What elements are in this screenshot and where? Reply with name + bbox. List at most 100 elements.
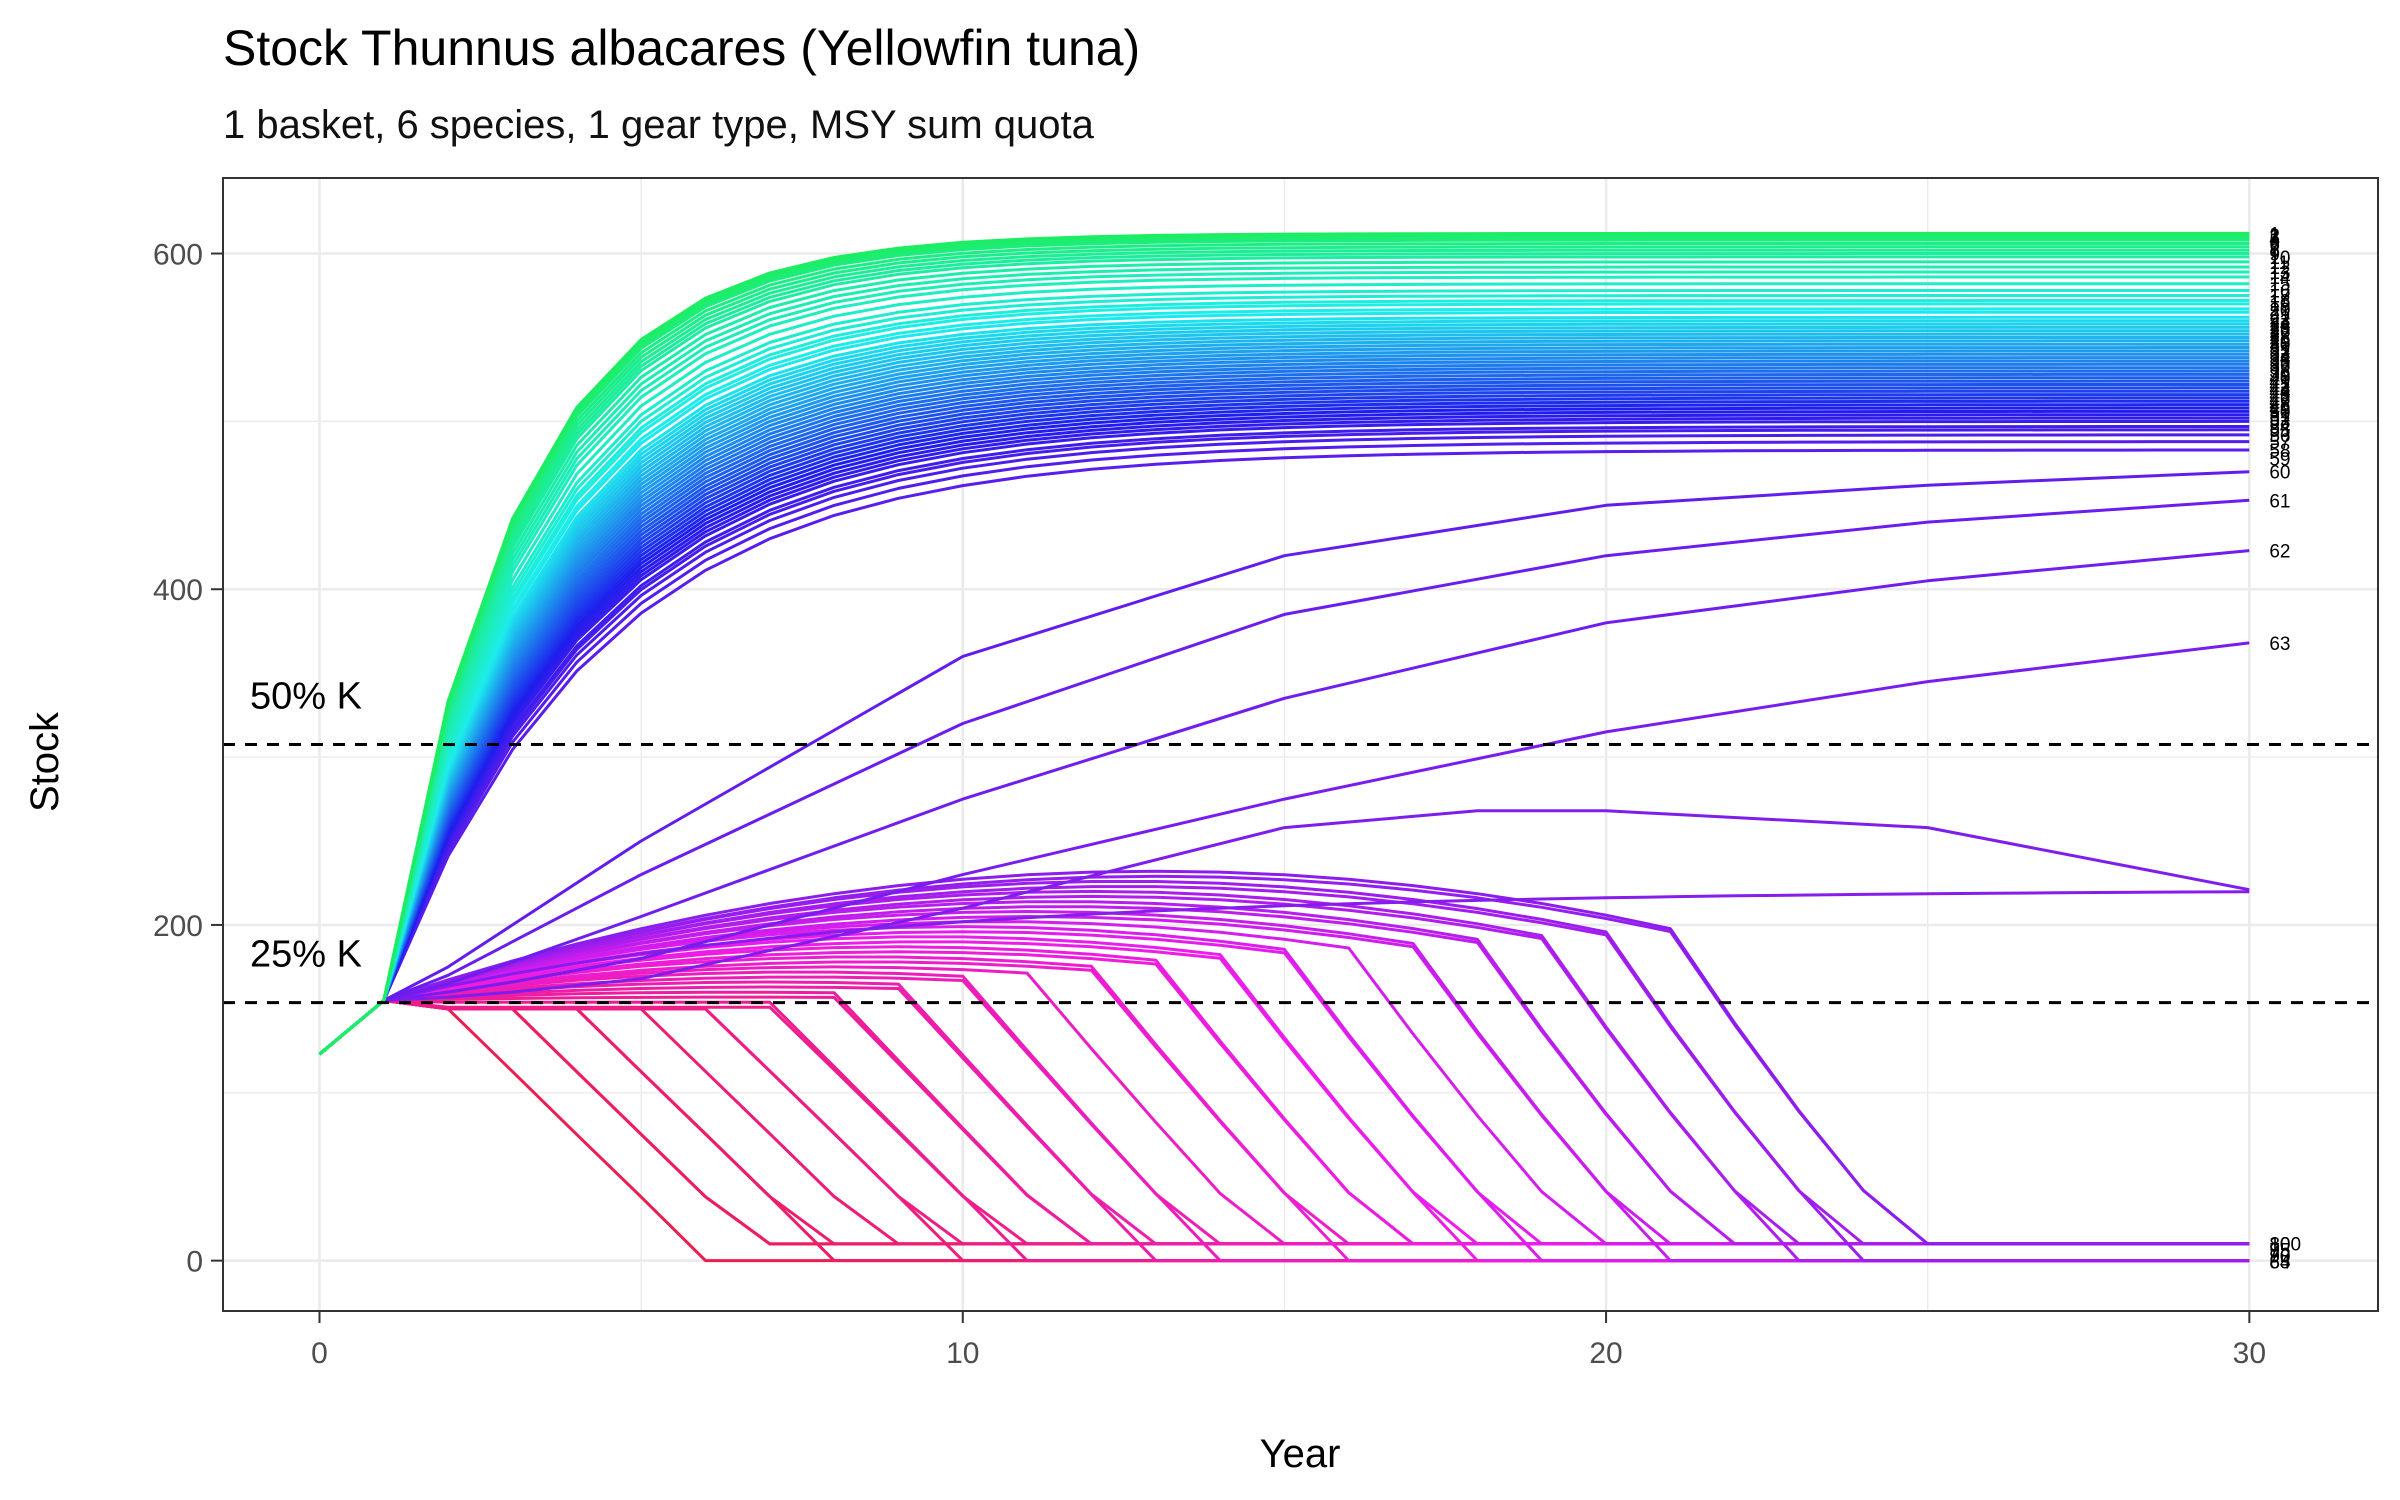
series-line-45 xyxy=(318,393,2250,1056)
series-line-64 xyxy=(318,890,2250,1056)
series-end-label: 100 xyxy=(2269,1235,2301,1256)
series-end-label: 56 xyxy=(2269,426,2290,447)
series-line-9 xyxy=(318,252,2250,1056)
series-end-label: 18 xyxy=(2269,292,2290,313)
series-end-label: 13 xyxy=(2269,263,2290,284)
series-line-48 xyxy=(318,403,2250,1056)
series-line-4 xyxy=(318,236,2250,1056)
series-end-label: 2 xyxy=(2269,226,2280,247)
series-line-5 xyxy=(318,238,2250,1056)
chart-title: Stock Thunnus albacares (Yellowfin tuna) xyxy=(223,20,1140,76)
series-end-label: 24 xyxy=(2269,315,2291,336)
series-line-57 xyxy=(318,440,2250,1056)
reference-line-label: 50% K xyxy=(250,676,362,718)
series-line-29 xyxy=(318,339,2250,1056)
series-end-label: 4 xyxy=(2269,229,2280,250)
reference-line-label: 25% K xyxy=(250,934,362,976)
series-end-label: 34 xyxy=(2269,349,2291,370)
series-end-labels: 1234567891011121314151617181920212223242… xyxy=(2269,224,2301,1273)
series-end-label: 29 xyxy=(2269,332,2290,353)
series-line-2 xyxy=(318,233,2250,1056)
series-line-8 xyxy=(318,248,2250,1056)
series-end-label: 59 xyxy=(2269,449,2290,470)
series-line-31 xyxy=(318,346,2250,1056)
series-line-14 xyxy=(318,275,2250,1056)
series-end-label: 50 xyxy=(2269,402,2290,423)
series-line-37 xyxy=(318,366,2250,1056)
series-line-33 xyxy=(318,352,2250,1056)
series-end-label: 95 xyxy=(2269,1241,2290,1262)
series-end-label: 36 xyxy=(2269,355,2290,376)
series-line-53 xyxy=(318,419,2250,1056)
x-tick-label: 30 xyxy=(2233,1337,2266,1370)
series-line-46 xyxy=(318,396,2250,1056)
series-line-60 xyxy=(318,498,2250,1056)
series-line-23 xyxy=(318,319,2250,1056)
series-line-10 xyxy=(318,255,2250,1056)
series-line-44 xyxy=(318,389,2250,1056)
series-end-label: 75 xyxy=(2269,1241,2290,1262)
series-line-11 xyxy=(318,260,2250,1056)
series-end-label: 35 xyxy=(2269,352,2290,373)
series-end-label: 39 xyxy=(2269,365,2290,386)
series-end-label: 15 xyxy=(2269,275,2290,296)
series-end-label: 53 xyxy=(2269,412,2290,433)
series-line-58 xyxy=(318,448,2250,1056)
series-line-3 xyxy=(318,235,2250,1056)
series-end-label: 1 xyxy=(2269,224,2280,245)
x-axis-label: Year xyxy=(1260,1432,1341,1476)
series-end-label: 60 xyxy=(2269,463,2290,484)
series-line-41 xyxy=(318,379,2250,1056)
series-end-label: 28 xyxy=(2269,328,2290,349)
y-tick-label: 200 xyxy=(153,910,203,943)
y-tick-label: 0 xyxy=(186,1246,203,1279)
series-end-label: 54 xyxy=(2269,417,2291,438)
series-end-label: 30 xyxy=(2269,335,2290,356)
series-end-label: 11 xyxy=(2269,253,2289,274)
series-line-52 xyxy=(318,416,2250,1056)
series-line-27 xyxy=(318,332,2250,1056)
reference-lines: 50% K 25% K xyxy=(223,676,2378,1005)
series-end-label: 55 xyxy=(2269,421,2290,442)
series-end-label: 46 xyxy=(2269,389,2290,410)
series-line-6 xyxy=(318,242,2250,1056)
series-line-26 xyxy=(318,329,2250,1056)
series-line-24 xyxy=(318,322,2250,1056)
series-line-61 xyxy=(318,549,2250,1056)
x-tick-label: 20 xyxy=(1589,1337,1622,1370)
series-line-36 xyxy=(318,362,2250,1056)
series-end-label: 48 xyxy=(2269,396,2290,417)
series-line-56 xyxy=(318,433,2250,1056)
series-line-42 xyxy=(318,383,2250,1056)
series-end-label: 19 xyxy=(2269,295,2290,316)
series-line-35 xyxy=(318,359,2250,1056)
series-end-label: 70 xyxy=(2269,1247,2290,1268)
series-end-label: 58 xyxy=(2269,441,2290,462)
series-end-label: 80 xyxy=(2269,1235,2290,1256)
series-end-label: 16 xyxy=(2269,281,2290,302)
series-line-12 xyxy=(318,265,2250,1056)
series-end-label: 17 xyxy=(2269,286,2290,307)
series-line-39 xyxy=(318,372,2250,1056)
series-line-17 xyxy=(318,294,2250,1056)
series-line-13 xyxy=(318,270,2250,1056)
series-end-label: 49 xyxy=(2269,399,2290,420)
series-end-label: 40 xyxy=(2269,369,2290,390)
series-line-21 xyxy=(318,310,2250,1056)
series-end-label: 52 xyxy=(2269,409,2290,430)
series-line-22 xyxy=(318,315,2250,1056)
series-line-1 xyxy=(318,231,2250,1056)
series-end-label: 23 xyxy=(2269,312,2290,333)
series-line-51 xyxy=(318,413,2250,1056)
x-tick-label: 0 xyxy=(311,1337,328,1370)
series-end-label: 6 xyxy=(2269,234,2280,255)
series-end-label: 63 xyxy=(2269,634,2290,655)
series-line-28 xyxy=(318,336,2250,1056)
series-end-label: 44 xyxy=(2269,382,2291,403)
series-end-label: 57 xyxy=(2269,433,2290,454)
series-end-label: 26 xyxy=(2269,322,2290,343)
series-line-32 xyxy=(318,349,2250,1056)
series-end-label: 61 xyxy=(2269,491,2290,512)
series-end-label: 14 xyxy=(2269,268,2291,289)
